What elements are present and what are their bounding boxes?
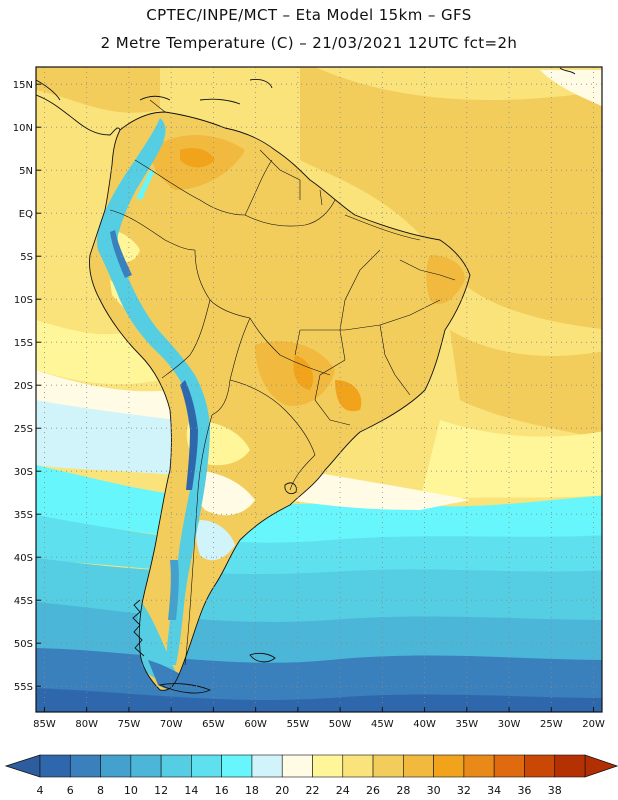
lon-tick-label: 75W — [118, 719, 141, 730]
colorbar-label: 12 — [154, 784, 168, 797]
colorbar-label: 18 — [245, 784, 259, 797]
lat-tick-label: 5N — [19, 166, 33, 177]
colorbar-label: 16 — [215, 784, 229, 797]
lat-tick-label: 10S — [14, 295, 33, 306]
lat-tick-label: 50S — [14, 639, 33, 650]
colorbar-swatch — [39, 754, 71, 778]
colorbar-label: 20 — [275, 784, 289, 797]
colorbar-low-extension — [4, 754, 41, 778]
lat-tick-label: 15S — [14, 338, 33, 349]
lat-tick-label: 5S — [20, 252, 33, 263]
lat-tick-label: 40S — [14, 553, 33, 564]
lon-tick-label: 85W — [33, 719, 56, 730]
latitude-axis: 15N 10N 5N EQ 5S 10S 15S 20S 25S 30S 35S 40S 45S 50S 5… — [13, 80, 41, 693]
lon-tick-label: 20W — [582, 719, 605, 730]
lon-tick-label: 25W — [540, 719, 563, 730]
colorbar-swatch — [403, 754, 434, 778]
lon-tick-label: 45W — [371, 719, 394, 730]
lon-tick-label: 60W — [244, 719, 267, 730]
lat-tick-label: 35S — [14, 510, 33, 521]
lat-tick-label: 20S — [14, 381, 33, 392]
colorbar-swatch — [493, 754, 525, 778]
colorbar-label: 22 — [306, 784, 320, 797]
lon-tick-label: 55W — [287, 719, 310, 730]
colorbar-swatch — [372, 754, 404, 778]
longitude-axis: 85W 80W 75W 70W 65W 60W 55W 50W 45W 40W 35W 30W 25W 2… — [33, 707, 605, 730]
colorbar-label: 8 — [97, 784, 104, 797]
colorbar-label: 38 — [548, 784, 562, 797]
colorbar-label: 30 — [427, 784, 441, 797]
lon-tick-label: 65W — [202, 719, 225, 730]
lat-tick-label: 25S — [14, 424, 33, 435]
colorbar-swatch — [463, 754, 495, 778]
lon-tick-label: 35W — [456, 719, 479, 730]
colorbar-swatch — [281, 754, 313, 778]
lon-tick-label: 30W — [498, 719, 521, 730]
colorbar: 4 6 8 10 12 14 16 18 20 22 24 26 28 30 32 34 36 38 — [4, 754, 618, 797]
colorbar-label: 24 — [336, 784, 350, 797]
lon-tick-label: 70W — [160, 719, 183, 730]
title-line-1: CPTEC/INPE/MCT – Eta Model 15km – GFS — [146, 6, 472, 24]
colorbar-swatch — [160, 754, 192, 778]
colorbar-label: 36 — [517, 784, 531, 797]
colorbar-swatch — [312, 754, 344, 778]
colorbar-label: 10 — [124, 784, 138, 797]
colorbar-swatch — [524, 754, 556, 778]
colorbar-swatch — [251, 754, 283, 778]
colorbar-swatch — [554, 754, 586, 778]
coastlines — [36, 67, 576, 694]
colorbar-swatch — [191, 754, 222, 778]
lat-tick-label: 45S — [14, 596, 33, 607]
colorbar-label: 6 — [67, 784, 74, 797]
map-frame — [35, 66, 603, 713]
temperature-field — [36, 67, 602, 712]
colorbar-label: 26 — [366, 784, 380, 797]
lon-tick-label: 50W — [329, 719, 352, 730]
colorbar-swatch — [100, 754, 132, 778]
country-borders — [109, 99, 456, 666]
lat-tick-label: 55S — [14, 682, 33, 693]
colorbar-swatch — [221, 754, 253, 778]
lon-tick-label: 80W — [75, 719, 98, 730]
colorbar-high-extension — [584, 754, 618, 778]
lat-tick-label: 15N — [13, 80, 33, 91]
lat-tick-label: 30S — [14, 467, 33, 478]
lon-tick-label: 40W — [413, 719, 436, 730]
colorbar-label: 28 — [396, 784, 410, 797]
lat-tick-label: EQ — [19, 209, 33, 220]
colorbar-label: 32 — [457, 784, 471, 797]
colorbar-swatch — [130, 754, 162, 778]
lat-tick-label: 10N — [13, 123, 33, 134]
colorbar-label: 34 — [487, 784, 501, 797]
colorbar-swatch — [342, 754, 374, 778]
colorbar-swatch — [433, 754, 465, 778]
title-line-2: 2 Metre Temperature (C) – 21/03/2021 12U… — [100, 34, 518, 52]
colorbar-label: 14 — [184, 784, 198, 797]
colorbar-swatch — [69, 754, 101, 778]
colorbar-label: 4 — [37, 784, 44, 797]
